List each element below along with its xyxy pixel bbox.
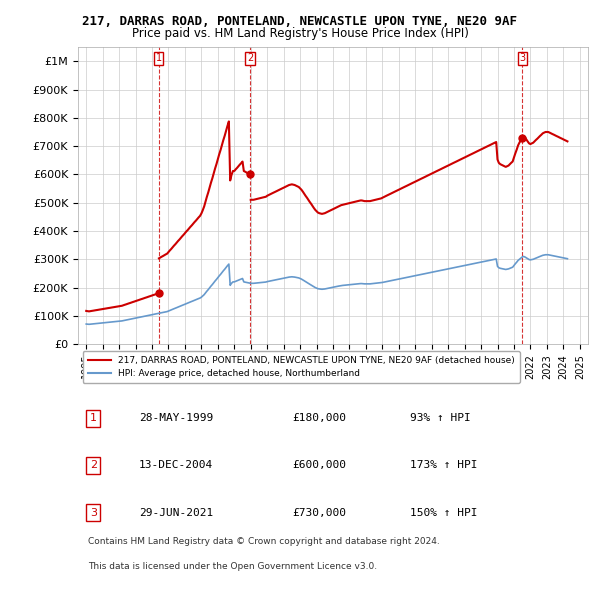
Text: 1: 1 — [156, 53, 162, 63]
Text: This data is licensed under the Open Government Licence v3.0.: This data is licensed under the Open Gov… — [88, 562, 377, 571]
Text: 28-MAY-1999: 28-MAY-1999 — [139, 414, 214, 424]
Text: 93% ↑ HPI: 93% ↑ HPI — [409, 414, 470, 424]
Text: 3: 3 — [90, 507, 97, 517]
Text: £600,000: £600,000 — [292, 460, 346, 470]
Text: 150% ↑ HPI: 150% ↑ HPI — [409, 507, 477, 517]
Text: £730,000: £730,000 — [292, 507, 346, 517]
Text: 2: 2 — [90, 460, 97, 470]
Text: Price paid vs. HM Land Registry's House Price Index (HPI): Price paid vs. HM Land Registry's House … — [131, 27, 469, 40]
Legend: 217, DARRAS ROAD, PONTELAND, NEWCASTLE UPON TYNE, NE20 9AF (detached house), HPI: 217, DARRAS ROAD, PONTELAND, NEWCASTLE U… — [83, 350, 520, 383]
Text: £180,000: £180,000 — [292, 414, 346, 424]
Text: 2: 2 — [247, 53, 253, 63]
Text: 3: 3 — [519, 53, 525, 63]
Text: 217, DARRAS ROAD, PONTELAND, NEWCASTLE UPON TYNE, NE20 9AF: 217, DARRAS ROAD, PONTELAND, NEWCASTLE U… — [83, 15, 517, 28]
Text: 1: 1 — [90, 414, 97, 424]
Text: 173% ↑ HPI: 173% ↑ HPI — [409, 460, 477, 470]
Text: 29-JUN-2021: 29-JUN-2021 — [139, 507, 214, 517]
Text: 13-DEC-2004: 13-DEC-2004 — [139, 460, 214, 470]
Text: Contains HM Land Registry data © Crown copyright and database right 2024.: Contains HM Land Registry data © Crown c… — [88, 537, 440, 546]
